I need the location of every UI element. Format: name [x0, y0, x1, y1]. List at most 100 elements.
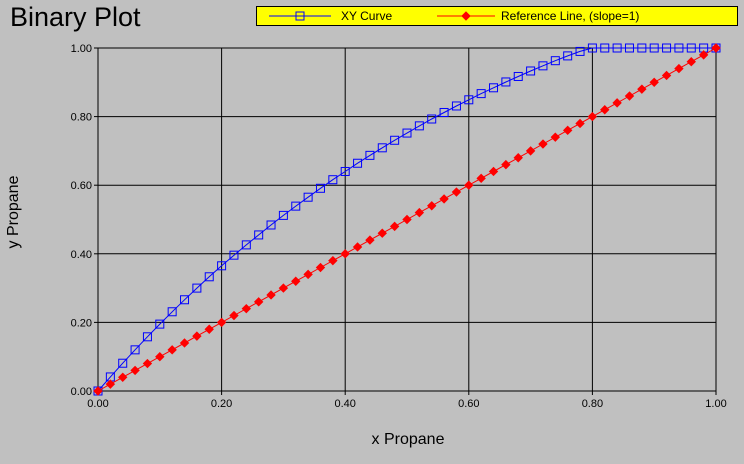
- legend-label-xy-curve: XY Curve: [341, 9, 393, 23]
- reference-line-point: [402, 214, 412, 225]
- xy-curve-point: [130, 345, 140, 355]
- xy-curve-point: [390, 135, 400, 145]
- reference-line-point: [649, 77, 659, 88]
- reference-line-point: [179, 338, 190, 348]
- reference-line-point: [142, 358, 153, 369]
- xy-curve-point: [526, 66, 536, 76]
- xy-curve-point: [624, 43, 634, 53]
- xy-curve-point: [353, 158, 363, 168]
- x-tick-label: 1.00: [705, 398, 726, 410]
- xy-curve-point: [291, 201, 301, 211]
- reference-line-point: [328, 255, 338, 266]
- plot-frame: [97, 47, 717, 392]
- xy-curve-point: [451, 101, 461, 111]
- xy-curve-point: [365, 150, 375, 160]
- xy-curve-point: [600, 43, 610, 53]
- y-tick-label: 0.80: [71, 112, 92, 124]
- reference-line-point: [600, 105, 610, 115]
- reference-line-point: [538, 139, 548, 149]
- y-tick-label: 0.60: [71, 180, 92, 192]
- reference-line-point: [303, 269, 313, 280]
- reference-line-point: [291, 276, 301, 286]
- reference-line-point: [192, 331, 202, 341]
- x-tick-label: 0.20: [211, 398, 232, 410]
- xy-curve-point: [501, 77, 511, 87]
- xy-curve-point: [563, 51, 573, 61]
- reference-line-point: [637, 84, 647, 94]
- xy-curve-point: [328, 175, 338, 185]
- xy-curve-point: [674, 43, 684, 53]
- reference-line-point: [278, 283, 289, 293]
- xy-curve-point: [686, 43, 696, 53]
- reference-line-point: [253, 297, 264, 307]
- chart-legend: XY Curve Reference Line, (slope=1): [256, 6, 738, 26]
- reference-line-point: [501, 159, 511, 170]
- legend-item-xy-curve: XY Curve: [265, 7, 465, 25]
- xy-curve-point: [204, 272, 214, 282]
- chart-title: Binary Plot: [10, 2, 141, 32]
- xy-curve-point: [402, 128, 412, 138]
- xy-curve-point: [340, 166, 350, 176]
- reference-line-point: [488, 166, 499, 177]
- xy-curve-point: [575, 46, 585, 56]
- reference-line-point: [562, 125, 573, 136]
- xy-curve-point: [439, 107, 449, 117]
- xy-curve-point: [587, 43, 597, 53]
- reference-line-point: [155, 351, 165, 362]
- reference-line-point: [340, 249, 350, 259]
- xy-curve-point: [254, 230, 264, 240]
- reference-line-point: [525, 146, 536, 156]
- reference-line-point: [105, 379, 116, 389]
- xy-curve-point: [167, 307, 177, 317]
- xy-curve-point: [155, 319, 165, 329]
- reference-line-point: [389, 221, 400, 232]
- xy-curve-point: [266, 220, 276, 230]
- legend-label-reference-line: Reference Line, (slope=1): [501, 9, 640, 23]
- x-tick-label: 0.40: [334, 398, 355, 410]
- reference-line-point: [513, 153, 523, 163]
- reference-line-point: [661, 70, 672, 81]
- reference-line-point: [711, 43, 721, 53]
- reference-line-point: [575, 118, 585, 129]
- reference-line-point: [464, 180, 474, 190]
- xy-curve-point: [142, 332, 152, 342]
- reference-line-point: [204, 324, 214, 334]
- reference-line-point: [587, 111, 598, 122]
- xy-curve-point: [476, 89, 486, 99]
- y-tick-label: 1.00: [71, 43, 92, 55]
- xy-curve-point: [612, 43, 622, 53]
- reference-line-point: [216, 317, 227, 328]
- reference-line-point: [427, 201, 437, 211]
- xy-curve-point: [229, 250, 239, 260]
- xy-curve-point: [637, 43, 647, 53]
- xy-curve-point: [241, 240, 251, 250]
- reference-line-point: [315, 262, 326, 273]
- x-tick-label: 0.60: [458, 398, 479, 410]
- reference-line-point: [241, 303, 252, 314]
- xy-curve-point: [662, 43, 672, 53]
- reference-line-point: [352, 242, 363, 252]
- xy-curve-point: [180, 295, 190, 305]
- xy-curve-point: [118, 358, 128, 368]
- xy-curve-point: [278, 210, 288, 220]
- reference-line-point: [624, 91, 635, 101]
- reference-line-point: [229, 310, 239, 321]
- reference-line-point: [674, 63, 684, 74]
- legend-marker-square-icon: [269, 11, 331, 21]
- xy-curve-point: [427, 114, 437, 124]
- reference-line-point: [698, 50, 709, 60]
- y-tick-label: 0.00: [71, 386, 92, 398]
- xy-curve-point: [550, 56, 560, 66]
- xy-curve-point: [489, 83, 499, 93]
- xy-curve-point: [414, 121, 424, 131]
- reference-line-point: [130, 365, 140, 376]
- reference-line-point: [118, 372, 128, 382]
- reference-line-point: [612, 98, 622, 108]
- reference-line-point: [167, 345, 177, 355]
- reference-line-point: [266, 290, 276, 300]
- y-tick-label: 0.20: [71, 317, 92, 329]
- xy-curve-point: [315, 183, 325, 193]
- reference-line-point: [365, 235, 375, 245]
- xy-curve-point: [649, 43, 659, 53]
- xy-curve-point: [217, 261, 227, 271]
